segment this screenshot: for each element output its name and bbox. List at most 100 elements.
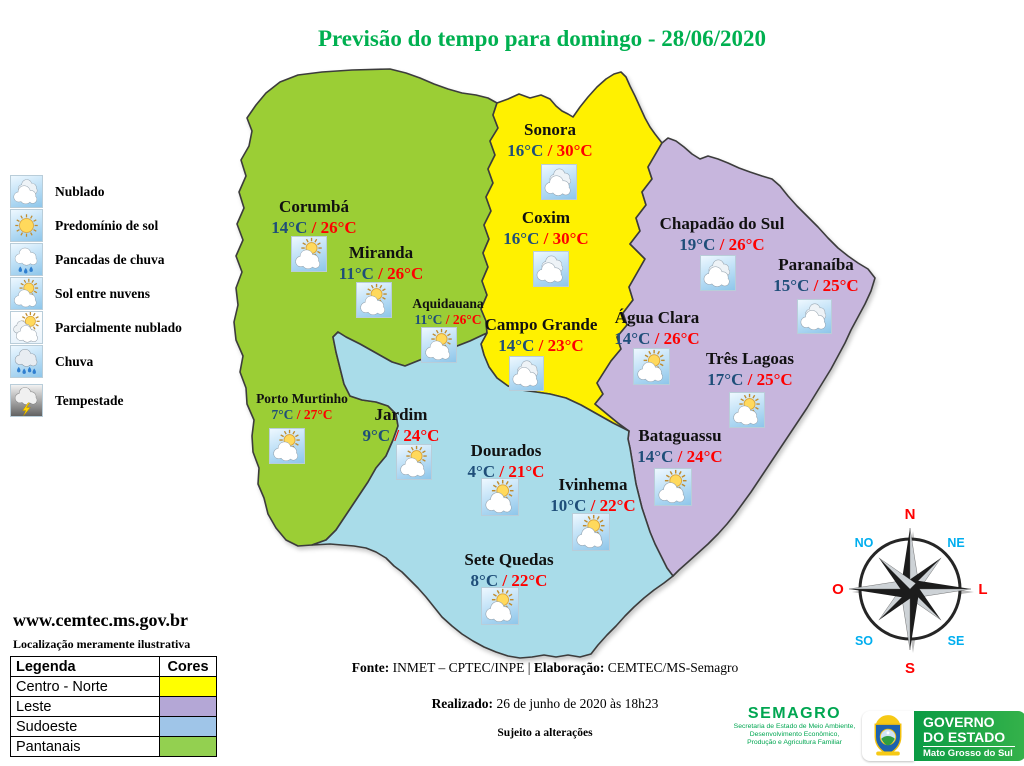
- temp-min: 16°C: [503, 228, 540, 248]
- sol-icon: [10, 209, 43, 242]
- city-corumba: Corumbá 14°C / 26°C: [219, 197, 409, 238]
- sol-nuvens-icon: [633, 348, 670, 385]
- city-temps: 7°C / 27°C: [207, 407, 397, 423]
- city-temps: 14°C / 23°C: [446, 336, 636, 357]
- region-leste: [594, 137, 876, 577]
- temp-separator: /: [296, 407, 304, 423]
- nublado-icon: [509, 356, 544, 391]
- compass-label-so: SO: [855, 634, 873, 648]
- city-campo-grande: Campo Grande 14°C / 23°C: [446, 315, 636, 356]
- city-temps: 8°C / 22°C: [414, 571, 604, 592]
- temp-min: 14°C: [498, 335, 535, 355]
- city-jardim: Jardim 9°C / 24°C: [306, 405, 496, 446]
- city-name: Corumbá: [279, 197, 349, 216]
- sol-nuvens-icon: [356, 282, 392, 318]
- city-temps: 15°C / 25°C: [721, 276, 911, 297]
- city-name: Água Clara: [614, 308, 700, 327]
- sol-nuvens-icon: [654, 468, 692, 506]
- footer-label: Elaboração:: [533, 660, 605, 675]
- city-chapadao-do-sul: Chapadão do Sul 19°C / 26°C: [627, 214, 817, 255]
- sol-nuvens-icon: [10, 277, 43, 310]
- city-name: Sonora: [524, 120, 576, 139]
- sol-nuvens-icon: [572, 513, 610, 551]
- city-sonora: Sonora 16°C / 30°C: [455, 120, 645, 161]
- subject-to-change-note: Sujeito a alterações: [497, 727, 593, 739]
- temp-max: 24°C: [686, 446, 723, 466]
- temp-separator: /: [719, 234, 729, 254]
- temp-min: 10°C: [550, 495, 587, 515]
- temp-separator: /: [547, 140, 557, 160]
- temp-separator: /: [654, 328, 664, 348]
- city-aquidauana: Aquidauana 11°C / 26°C: [353, 296, 543, 329]
- nublado-icon: [10, 175, 43, 208]
- city-name: Sete Quedas: [464, 550, 554, 569]
- city-name: Aquidauana: [412, 296, 484, 311]
- governo-divider: [923, 746, 1015, 748]
- nublado-icon: [700, 255, 736, 291]
- legend-table-header-legenda: Legenda: [10, 656, 160, 677]
- city-name: Três Lagoas: [706, 349, 794, 368]
- legend-item-label: Tempestade: [55, 393, 124, 408]
- temp-separator: /: [499, 461, 509, 481]
- legend-item-label: Parcialmente nublado: [55, 320, 182, 335]
- temp-separator: /: [378, 263, 388, 283]
- legend-table-row-centro-norte: Centro - Norte: [10, 676, 217, 697]
- compass-label-ne: NE: [947, 536, 964, 550]
- tempestade-icon: [10, 384, 43, 417]
- footer-value: INMET – CPTEC/INPE |: [389, 660, 534, 675]
- city-miranda: Miranda 11°C / 26°C: [286, 243, 476, 284]
- city-temps: 11°C / 26°C: [286, 264, 476, 285]
- city-name: Jardim: [374, 405, 428, 424]
- temp-max: 26°C: [728, 234, 765, 254]
- city-temps: 14°C / 26°C: [562, 329, 752, 350]
- city-paranaiba: Paranaíba 15°C / 25°C: [721, 255, 911, 296]
- compass-label-l: L: [978, 581, 987, 598]
- nublado-icon: [541, 164, 577, 200]
- temp-min: 7°C: [271, 407, 294, 423]
- governo-green-box: GOVERNO DO ESTADO Mato Grosso do Sul: [914, 711, 1024, 761]
- sol-nuvens-icon: [396, 444, 432, 480]
- temp-separator: /: [677, 446, 687, 466]
- city-porto-murtinho: Porto Murtinho 7°C / 27°C: [207, 391, 397, 424]
- city-temps: 10°C / 22°C: [498, 496, 688, 517]
- governo-line3: Mato Grosso do Sul: [923, 748, 1013, 760]
- city-name: Dourados: [470, 441, 542, 460]
- legend-table-row-pantanais: Pantanais: [10, 736, 217, 757]
- temp-max: 22°C: [599, 495, 636, 515]
- semagro-tagline-1: Secretaria de Estado de Meio Ambiente,: [733, 723, 856, 730]
- temp-min: 11°C: [414, 312, 443, 328]
- website-text: www.cemtec.ms.gov.br: [13, 610, 188, 630]
- temp-min: 17°C: [707, 369, 744, 389]
- legend-item-label: Sol entre nuvens: [55, 286, 151, 301]
- city-coxim: Coxim 16°C / 30°C: [451, 208, 641, 249]
- city-temps: 16°C / 30°C: [455, 141, 645, 162]
- compass-label-n: N: [905, 506, 916, 523]
- temp-separator: /: [311, 217, 321, 237]
- nublado-icon: [533, 251, 569, 287]
- compass-label-no: NO: [855, 536, 874, 550]
- city-name: Paranaíba: [778, 255, 854, 274]
- city-temps: 9°C / 24°C: [306, 426, 496, 447]
- temp-max: 26°C: [452, 312, 482, 328]
- temp-min: 16°C: [507, 140, 544, 160]
- footer-label: Realizado:: [431, 696, 494, 711]
- region-label: Pantanais: [10, 736, 160, 757]
- legend-item-label: Chuva: [55, 354, 94, 369]
- city-temps: 11°C / 26°C: [353, 312, 543, 328]
- city-name: Chapadão do Sul: [659, 214, 785, 233]
- temp-separator: /: [543, 228, 553, 248]
- temp-min: 14°C: [637, 446, 674, 466]
- region-label: Sudoeste: [10, 716, 160, 737]
- map-disclaimer: Localização meramente ilustrativa: [13, 637, 191, 651]
- legend-table-header-cores: Cores: [159, 656, 217, 677]
- page-title: Previsão do tempo para domingo - 28/06/2…: [317, 26, 767, 51]
- temp-max: 26°C: [387, 263, 424, 283]
- chuva-icon: [10, 345, 43, 378]
- city-sete-quedas: Sete Quedas 8°C / 22°C: [414, 550, 604, 591]
- semagro-logo: SEMAGRO Secretaria de Estado de Meio Amb…: [712, 705, 877, 746]
- city-temps: 19°C / 26°C: [627, 235, 817, 256]
- temp-max: 30°C: [552, 228, 589, 248]
- sol-nuvens-icon: [421, 327, 457, 363]
- governo-line1: GOVERNO: [923, 714, 995, 730]
- temp-separator: /: [590, 495, 600, 515]
